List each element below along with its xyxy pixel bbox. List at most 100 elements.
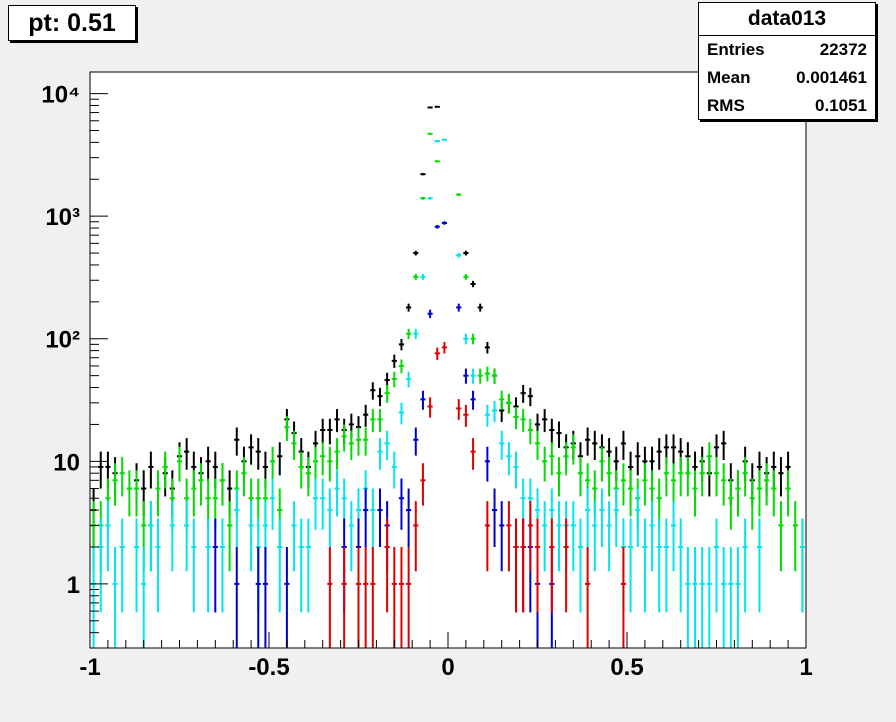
data-point bbox=[406, 303, 412, 312]
data-point bbox=[248, 501, 254, 572]
data-point bbox=[470, 390, 476, 410]
data-point bbox=[277, 518, 283, 613]
data-point bbox=[291, 501, 297, 572]
data-point bbox=[434, 160, 440, 163]
stats-value: 22372 bbox=[819, 40, 867, 59]
data-point bbox=[635, 488, 641, 548]
data-point bbox=[355, 427, 362, 456]
data-point bbox=[391, 354, 397, 368]
data-point bbox=[119, 518, 125, 613]
data-point bbox=[391, 451, 397, 489]
data-point bbox=[477, 368, 483, 384]
x-tick-label: 0 bbox=[441, 654, 454, 681]
data-point bbox=[305, 457, 311, 497]
data-point bbox=[599, 488, 605, 548]
data-point bbox=[341, 424, 347, 452]
data-point bbox=[506, 393, 512, 414]
data-point bbox=[656, 518, 662, 613]
data-point bbox=[663, 457, 669, 497]
stats-row-entries: Entries 22372 bbox=[699, 36, 875, 64]
y-tick-label: 10 bbox=[53, 449, 80, 476]
data-point bbox=[513, 406, 519, 430]
data-point bbox=[420, 196, 426, 200]
data-point bbox=[549, 418, 555, 445]
data-point bbox=[212, 518, 218, 613]
data-point bbox=[377, 409, 383, 433]
data-point bbox=[756, 470, 763, 517]
data-point bbox=[577, 518, 584, 613]
data-point bbox=[484, 341, 490, 354]
data-point bbox=[785, 470, 791, 517]
stats-label: Mean bbox=[707, 68, 751, 87]
data-point bbox=[463, 368, 469, 384]
data-point bbox=[126, 470, 132, 517]
data-point bbox=[427, 106, 433, 109]
x-tick-label: 0.5 bbox=[610, 654, 643, 681]
data-point bbox=[484, 404, 490, 427]
data-point bbox=[506, 442, 512, 476]
data-point bbox=[320, 418, 326, 445]
data-point bbox=[742, 518, 748, 613]
data-point bbox=[491, 488, 498, 548]
data-point bbox=[184, 438, 190, 470]
data-point bbox=[441, 341, 447, 354]
data-point bbox=[534, 518, 541, 613]
data-point bbox=[255, 438, 261, 470]
data-point bbox=[377, 387, 383, 407]
data-point bbox=[613, 488, 619, 548]
data-point bbox=[642, 518, 648, 613]
data-point bbox=[642, 463, 648, 506]
data-point bbox=[413, 427, 419, 456]
data-point bbox=[284, 416, 290, 442]
data-point bbox=[227, 501, 233, 572]
data-point bbox=[284, 547, 290, 648]
data-point bbox=[413, 273, 419, 280]
data-point bbox=[105, 501, 111, 572]
data-point bbox=[320, 442, 326, 476]
data-point bbox=[699, 547, 705, 648]
data-point bbox=[248, 434, 254, 465]
data-point bbox=[219, 518, 226, 613]
data-point bbox=[441, 138, 447, 141]
data-point bbox=[98, 451, 104, 489]
data-point bbox=[363, 404, 369, 427]
data-point bbox=[620, 430, 626, 460]
data-point bbox=[420, 390, 426, 410]
data-point bbox=[463, 250, 469, 256]
data-point bbox=[563, 518, 569, 613]
data-point bbox=[599, 446, 605, 482]
data-point bbox=[355, 547, 362, 648]
data-point bbox=[413, 328, 419, 340]
data-point bbox=[549, 518, 555, 613]
data-point bbox=[406, 371, 412, 388]
data-point bbox=[706, 442, 712, 476]
stats-row-rms: RMS 0.1051 bbox=[699, 92, 875, 120]
data-point bbox=[635, 442, 641, 476]
data-point bbox=[491, 368, 498, 384]
data-point bbox=[348, 501, 354, 572]
data-point bbox=[334, 409, 340, 433]
data-point bbox=[398, 359, 405, 374]
data-point bbox=[706, 547, 712, 648]
data-point bbox=[685, 547, 691, 648]
data-point bbox=[133, 518, 140, 613]
data-point bbox=[112, 547, 118, 648]
data-point bbox=[685, 457, 691, 497]
y-tick-label: 10² bbox=[45, 327, 80, 354]
data-point bbox=[563, 442, 569, 476]
data-point bbox=[298, 451, 304, 489]
data-point bbox=[334, 438, 340, 470]
data-point bbox=[456, 193, 462, 196]
data-point bbox=[606, 501, 612, 572]
data-point bbox=[520, 409, 526, 433]
data-point bbox=[778, 501, 784, 572]
data-point bbox=[678, 457, 684, 497]
x-tick-label: -1 bbox=[79, 654, 100, 681]
data-point bbox=[427, 132, 433, 135]
data-point bbox=[771, 470, 777, 517]
data-point bbox=[713, 518, 720, 613]
data-point bbox=[477, 303, 483, 312]
data-point bbox=[713, 457, 720, 497]
stats-box: data013 Entries 22372 Mean 0.001461 RMS … bbox=[698, 2, 876, 120]
stats-value: 0.001461 bbox=[796, 68, 867, 87]
